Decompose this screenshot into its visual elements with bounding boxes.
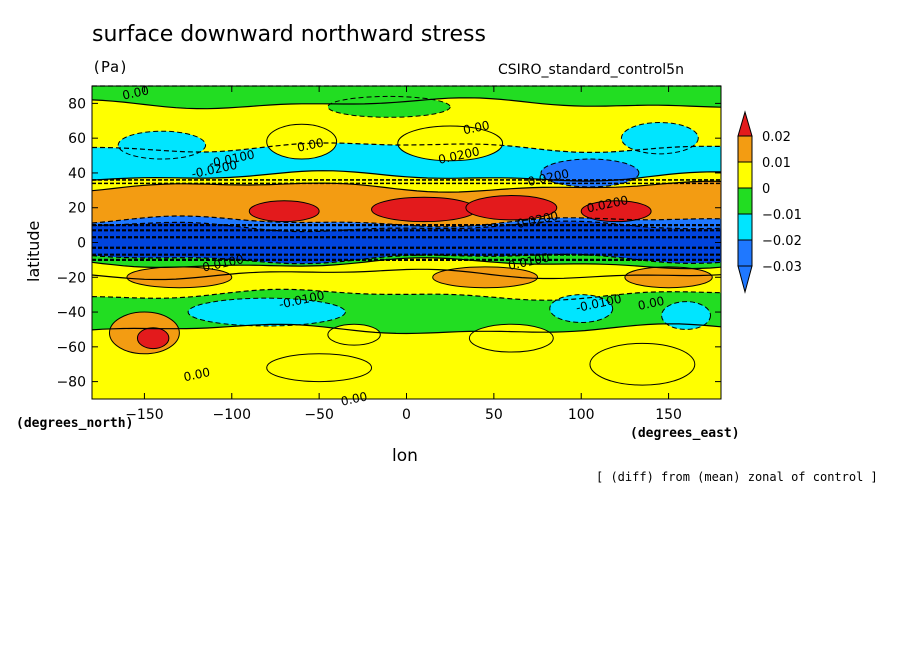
colorbar-label: 0.01: [762, 156, 791, 171]
anomaly-region: [432, 266, 539, 289]
contour-line: [91, 220, 722, 233]
x-tick-label: 150: [655, 407, 682, 423]
anomaly-region: [580, 200, 652, 223]
x-axis-units: (degrees_east): [630, 426, 740, 441]
colorbar-label: 0: [762, 182, 770, 197]
anomaly-region: [549, 294, 614, 323]
x-tick-label: 50: [485, 407, 503, 423]
anomaly-region: [266, 353, 373, 383]
x-tick-label: 0: [402, 407, 411, 423]
anomaly-region: [117, 130, 207, 160]
anomaly-region: [620, 122, 699, 155]
contour-label: 0.00: [182, 365, 211, 384]
y-tick-label: −80: [56, 375, 86, 391]
colorbar-label: −0.01: [762, 208, 802, 223]
contour-label: 0.00: [637, 294, 666, 313]
anomaly-region: [465, 195, 558, 221]
anomaly-region: [266, 123, 338, 160]
y-tick-label: −40: [56, 305, 86, 321]
contour-line: [92, 142, 722, 153]
colorbar-label: 0.02: [762, 130, 791, 145]
chart-title: surface downward northward stress: [92, 22, 486, 47]
anomaly-region: [624, 266, 713, 289]
colorbar-segment: [737, 135, 753, 163]
anomaly-region: [397, 125, 504, 162]
anomaly-region: [661, 301, 712, 330]
colorbar-segment: [737, 187, 753, 215]
y-axis-units: (degrees_north): [16, 416, 134, 431]
y-tick-label: 0: [77, 236, 86, 252]
colorbar-segment: [737, 161, 753, 189]
units-label: (Pa): [92, 58, 129, 76]
anomaly-region: [589, 342, 696, 386]
anomaly-region: [136, 327, 170, 350]
contour-line: [91, 323, 722, 335]
colorbar-arrow-top: [737, 110, 753, 137]
anomaly-region: [327, 95, 451, 118]
contour-label: 0.00: [296, 135, 325, 154]
contour-label: 0.00: [121, 83, 150, 102]
contour-line: [91, 97, 722, 110]
band-fill: [92, 221, 721, 264]
contour-line: [91, 288, 722, 301]
y-tick-label: −60: [56, 340, 86, 356]
x-tick-label: 100: [568, 407, 595, 423]
y-tick-label: 60: [68, 131, 86, 147]
anomaly-region: [248, 200, 320, 223]
x-tick-label: −150: [125, 407, 163, 423]
x-tick-label: −50: [304, 407, 334, 423]
band-fill: [92, 97, 721, 153]
y-tick-label: 20: [68, 201, 86, 217]
band-fill: [92, 216, 721, 232]
y-tick-label: 80: [68, 96, 86, 112]
colorbar-segment: [737, 213, 753, 241]
colorbar-label: −0.03: [762, 260, 802, 275]
contour-label: 0.00: [462, 118, 491, 137]
diff-note: [ (diff) from (mean) zonal of control ]: [596, 470, 878, 484]
anomaly-region: [468, 323, 554, 353]
y-tick-label: −20: [56, 270, 86, 286]
band-fill: [92, 257, 721, 280]
x-tick-label: −100: [213, 407, 251, 423]
x-axis-label: lon: [392, 446, 418, 466]
colorbar-label: −0.02: [762, 234, 802, 249]
contour-line: [91, 268, 722, 281]
anomaly-region: [371, 196, 477, 223]
colorbar-arrow-bottom: [737, 265, 753, 294]
anomaly-region: [327, 323, 381, 346]
band-fill: [92, 323, 721, 399]
run-label: CSIRO_standard_control5n: [498, 62, 684, 78]
colorbar-segment: [737, 239, 753, 267]
anomaly-region: [187, 297, 346, 327]
band-fill: [92, 269, 721, 301]
contour-line: [91, 257, 722, 270]
y-tick-label: 40: [68, 166, 86, 182]
